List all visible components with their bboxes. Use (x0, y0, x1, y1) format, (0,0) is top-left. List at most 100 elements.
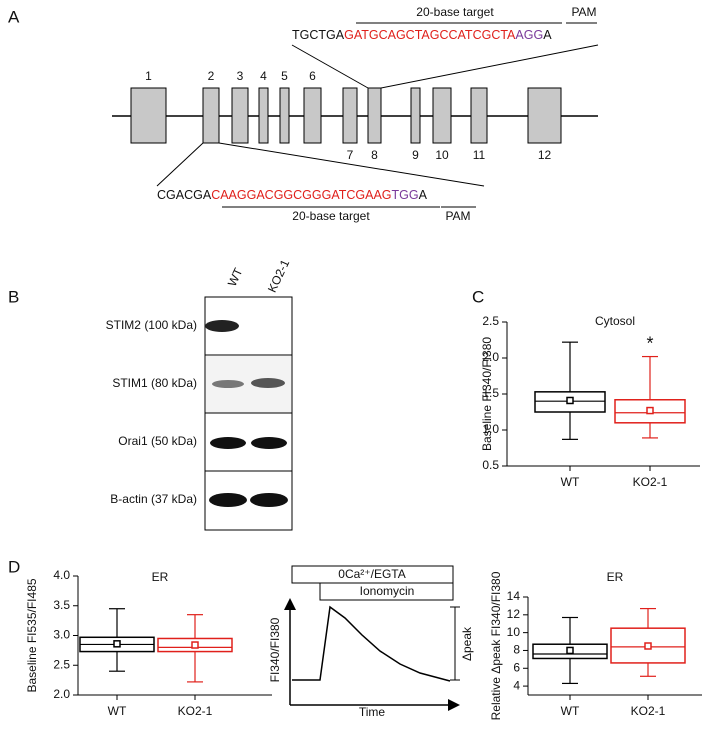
mean (566, 646, 574, 655)
mean (644, 642, 652, 650)
axis-label: FI340/FI380 (268, 617, 282, 682)
band (205, 320, 239, 332)
chart-title: ER (152, 570, 169, 584)
exon (231, 87, 249, 144)
y-tick-label: 2.0 (53, 687, 70, 701)
exon (258, 87, 269, 144)
exon-label: 2 (208, 69, 215, 83)
exon-label: 10 (435, 148, 449, 162)
x-tick-label: KO2-1 (178, 704, 213, 718)
y-tick-label: 8 (513, 643, 520, 657)
y-tick-label: 4 (513, 678, 520, 692)
condition-label: Ionomycin (360, 584, 415, 598)
exon (470, 87, 488, 144)
exon-label: 8 (371, 148, 378, 162)
exon (303, 87, 322, 144)
exon-label: 12 (538, 148, 552, 162)
x-tick-label: WT (108, 704, 127, 718)
trace (292, 605, 451, 682)
mean (646, 406, 654, 415)
zoom-line (291, 44, 369, 89)
exon-label: 3 (237, 69, 244, 83)
lane-label: KO2-1 (265, 257, 292, 295)
band (250, 493, 288, 507)
schematic: 0Ca²⁺/EGTA Ionomycin Δpeak FI340/FI380 T… (268, 565, 474, 719)
exon (202, 87, 220, 144)
exon-label: 7 (347, 148, 354, 162)
exon-label: 6 (309, 69, 316, 83)
band (251, 437, 287, 449)
pam-label: PAM (571, 5, 596, 19)
zoom-line (380, 44, 599, 89)
chart-title: Cytosol (595, 314, 635, 328)
condition-bar (319, 582, 454, 601)
chart-title: ER (607, 570, 624, 584)
panel-label: D (8, 557, 20, 576)
arrow (284, 598, 296, 610)
y-tick-label: 3.5 (53, 598, 70, 612)
mean (191, 641, 199, 649)
panel-label: C (472, 287, 484, 306)
row-label: B-actin (37 kDa) (110, 492, 197, 506)
exon (279, 87, 290, 144)
band (212, 380, 244, 388)
x-tick-label: WT (561, 475, 580, 489)
y-axis-label: Relative Δpeak FI340/FI380 (489, 571, 503, 720)
axis-label: Time (359, 705, 386, 719)
exon (432, 87, 452, 144)
bracket (450, 606, 460, 681)
band (251, 378, 285, 388)
zoom-line (218, 142, 485, 187)
y-tick-label: 2.0 (482, 350, 499, 364)
annotation: * (646, 333, 653, 353)
y-tick-label: 0.5 (482, 458, 499, 472)
exon (367, 87, 382, 144)
row-label: STIM2 (100 kDa) (106, 318, 197, 332)
row-label: Orai1 (50 kDa) (118, 434, 197, 448)
condition-label: 0Ca²⁺/EGTA (338, 567, 405, 581)
exon-label: 1 (145, 69, 152, 83)
y-tick-label: 2.5 (53, 657, 70, 671)
band (209, 493, 247, 507)
x-tick-label: KO2-1 (631, 704, 666, 718)
target-label: 20-base target (292, 209, 370, 223)
mean (566, 396, 574, 405)
y-tick-label: 6 (513, 660, 520, 674)
exon (527, 87, 562, 144)
exon (130, 87, 167, 144)
y-tick-label: 4.0 (53, 568, 70, 582)
y-axis-label: Baseline FI535/FI485 (25, 578, 39, 692)
target-label: 20-base target (416, 5, 494, 19)
y-tick-label: 1.0 (482, 422, 499, 436)
x-tick-label: WT (561, 704, 580, 718)
row-label: STIM1 (80 kDa) (112, 376, 197, 390)
western-blot: WT KO2-1 STIM2 (100 kDa) STIM1 (80 kDa) … (106, 257, 293, 531)
mean (113, 640, 121, 648)
y-tick-label: 10 (507, 625, 521, 639)
zoom-line (156, 142, 204, 187)
bracket-label: Δpeak (460, 626, 474, 661)
exon-label: 4 (260, 69, 267, 83)
y-tick-label: 1.5 (482, 386, 499, 400)
pam-label: PAM (445, 209, 470, 223)
sequence: CGACGACAAGGACGGCGGGATCGAAGTGGA (157, 188, 428, 202)
y-tick-label: 12 (507, 607, 521, 621)
gene-diagram: TGCTGAGATGCAGCTAGCCATCGCTAAGGA 20-base t… (112, 5, 599, 223)
y-tick-label: 3.0 (53, 628, 70, 642)
y-tick-label: 2.5 (482, 314, 499, 328)
exon-label: 9 (412, 148, 419, 162)
exon (342, 87, 358, 144)
exon-label: 11 (473, 148, 486, 162)
panel-label: B (8, 287, 19, 306)
y-tick-label: 14 (507, 589, 521, 603)
arrow (448, 699, 460, 711)
panel-label: A (8, 7, 20, 26)
x-tick-label: KO2-1 (633, 475, 668, 489)
exon (410, 87, 421, 144)
exon-label: 5 (281, 69, 288, 83)
sequence: TGCTGAGATGCAGCTAGCCATCGCTAAGGA (292, 28, 552, 42)
lane-label: WT (225, 265, 246, 288)
y-axis-label: Baseline FI340/FI380 (480, 337, 494, 451)
band (210, 437, 246, 449)
